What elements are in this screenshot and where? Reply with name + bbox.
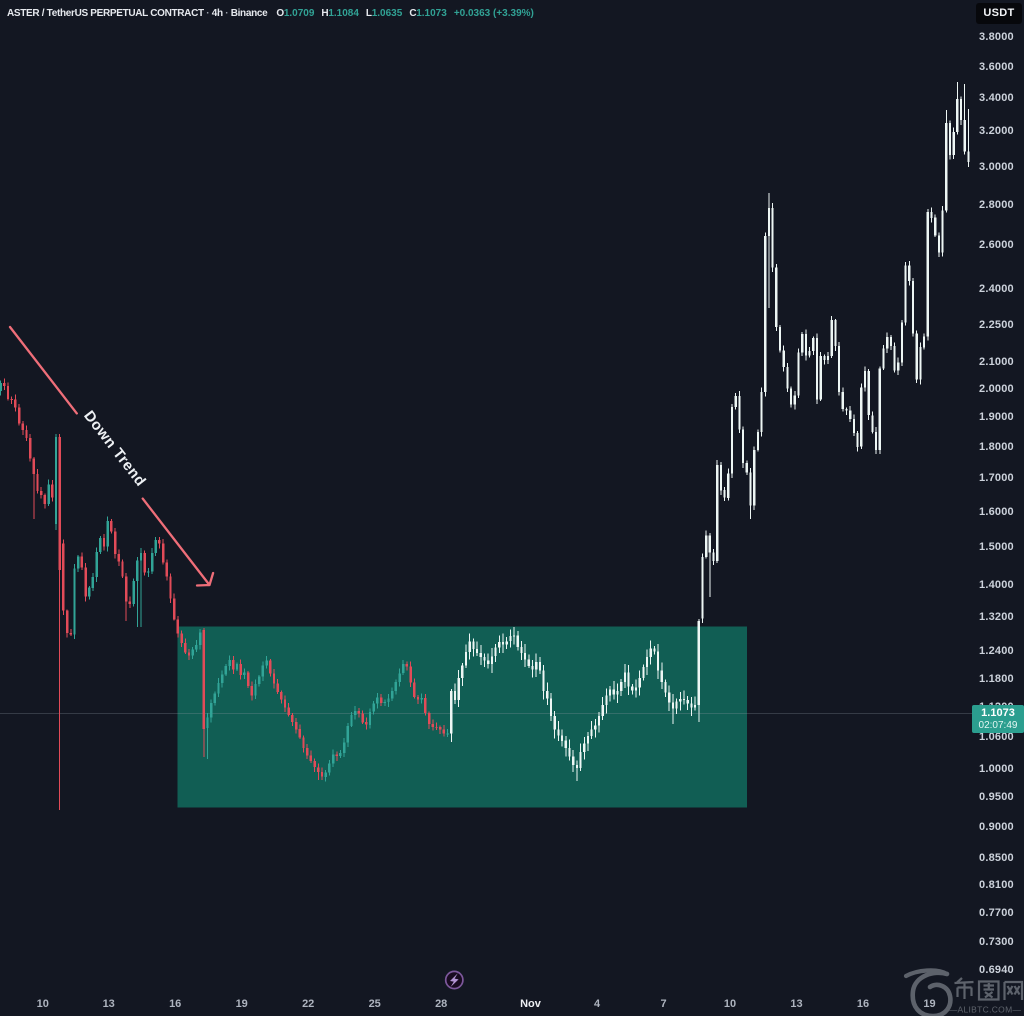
- svg-text:—ALIBTC.COM—: —ALIBTC.COM—: [949, 1005, 1022, 1015]
- svg-text:Down Trend: Down Trend: [80, 408, 149, 490]
